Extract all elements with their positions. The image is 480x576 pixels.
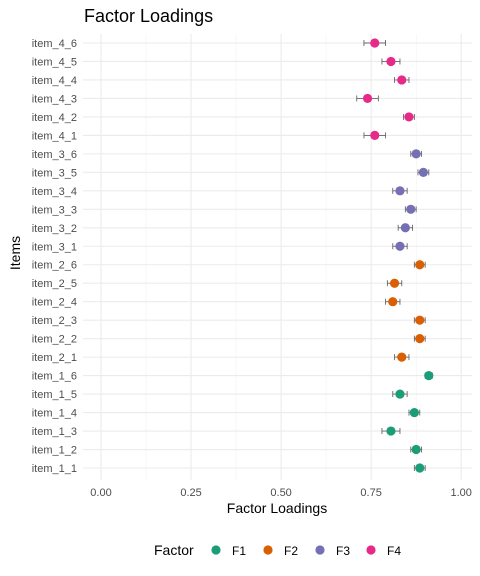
y-tick-label: item_2_5 xyxy=(32,278,77,290)
legend-label: F3 xyxy=(336,544,350,558)
y-tick-label: item_2_4 xyxy=(32,297,77,309)
legend-entry-F4: F4 xyxy=(366,544,401,558)
point-item_1_4 xyxy=(409,407,419,418)
point-item_4_1 xyxy=(370,130,380,140)
legend: Factor F1 F2 F3 F4 xyxy=(154,542,401,558)
legend-title: Factor xyxy=(154,542,194,558)
x-axis-title: Factor Loadings xyxy=(227,500,327,516)
legend-key xyxy=(263,545,273,555)
point-item_4_6 xyxy=(370,38,380,48)
point-item_3_3 xyxy=(406,204,416,214)
point-item_2_1 xyxy=(397,352,407,362)
y-tick-label: item_3_6 xyxy=(32,149,77,161)
y-tick-label: item_1_4 xyxy=(32,408,77,420)
legend-key xyxy=(315,545,325,555)
y-tick-label: item_3_4 xyxy=(32,186,77,198)
x-tick-label: 0.50 xyxy=(270,487,291,499)
point-item_2_2 xyxy=(415,334,425,344)
point-item_3_2 xyxy=(400,223,410,233)
legend-entry-F1: F1 xyxy=(211,544,246,558)
y-tick-label: item_1_2 xyxy=(32,445,77,457)
point-item_1_3 xyxy=(386,426,396,436)
y-tick-label: item_2_2 xyxy=(32,334,77,346)
y-tick-label: item_3_3 xyxy=(32,204,77,216)
y-axis-title: Items xyxy=(7,236,23,270)
point-item_3_1 xyxy=(395,241,405,251)
point-item_1_2 xyxy=(411,444,421,455)
legend-entry-F3: F3 xyxy=(315,544,350,558)
point-item_1_6 xyxy=(424,371,434,381)
x-tick-label: 0.75 xyxy=(360,487,381,499)
point-item_2_3 xyxy=(415,315,425,325)
point-item_4_2 xyxy=(404,112,414,122)
point-item_3_5 xyxy=(418,167,428,177)
point-item_1_5 xyxy=(395,389,405,399)
legend-label: F4 xyxy=(387,544,401,558)
y-tick-label: item_4_3 xyxy=(32,93,77,105)
legend-label: F2 xyxy=(284,544,298,558)
y-tick-label: item_2_1 xyxy=(32,352,77,364)
error-bars xyxy=(356,40,433,471)
x-tick-label: 1.00 xyxy=(450,487,471,499)
y-tick-label: item_1_1 xyxy=(32,463,77,475)
point-item_1_1 xyxy=(415,463,425,473)
chart-title: Factor Loadings xyxy=(84,6,213,26)
y-tick-label: item_3_5 xyxy=(32,167,77,179)
y-tick-label: item_1_6 xyxy=(32,371,77,383)
y-tick-label: item_2_6 xyxy=(32,260,77,272)
legend-label: F1 xyxy=(232,544,246,558)
point-item_4_3 xyxy=(362,93,373,104)
y-tick-label: item_4_1 xyxy=(32,130,77,142)
y-tick-label: item_3_2 xyxy=(32,223,77,235)
y-tick-label: item_4_5 xyxy=(32,56,77,68)
y-tick-label: item_4_4 xyxy=(32,75,77,87)
point-item_4_5 xyxy=(386,56,396,67)
legend-key xyxy=(211,545,221,555)
point-item_3_6 xyxy=(411,149,421,159)
point-item_4_4 xyxy=(397,75,407,85)
y-tick-label: item_1_5 xyxy=(32,389,77,401)
point-item_2_5 xyxy=(389,278,400,288)
point-item_3_4 xyxy=(395,186,405,196)
point-item_2_6 xyxy=(415,260,425,270)
y-tick-label: item_4_6 xyxy=(32,38,77,50)
y-tick-label: item_3_1 xyxy=(32,241,77,253)
point-item_2_4 xyxy=(388,297,398,307)
y-tick-labels: item_1_1 item_1_2 item_1_3 item_1_4 item_1_5… xyxy=(32,38,77,475)
x-tick-labels: 0.00 0.25 0.50 0.75 1.00 xyxy=(90,487,472,499)
y-tick-label: item_1_3 xyxy=(32,426,77,438)
data-points xyxy=(362,38,434,473)
legend-key xyxy=(366,545,376,555)
y-tick-label: item_4_2 xyxy=(32,112,77,124)
y-tick-label: item_2_3 xyxy=(32,315,77,327)
x-tick-label: 0.00 xyxy=(90,487,111,499)
legend-entry-F2: F2 xyxy=(263,544,298,558)
x-tick-label: 0.25 xyxy=(180,487,201,499)
